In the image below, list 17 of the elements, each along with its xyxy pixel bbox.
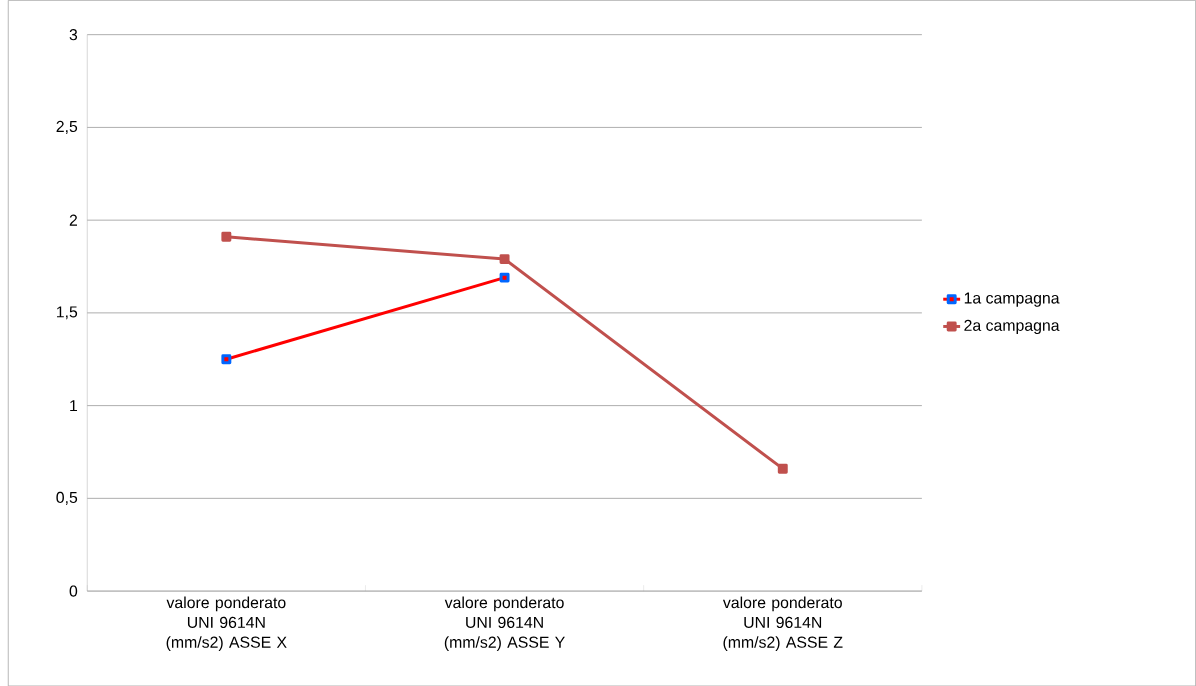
x-tick-label: valore ponderato UNI 9614N (mm/s2) ASSE X bbox=[166, 596, 287, 651]
legend-label: 1a campagna bbox=[964, 292, 1060, 307]
point bbox=[221, 354, 232, 365]
x-tick-label: valore ponderato UNI 9614N (mm/s2) ASSE Z bbox=[722, 596, 843, 651]
y-tick-label: 0 bbox=[69, 585, 78, 597]
x-tick-label: valore ponderato UNI 9614N (mm/s2) ASSE Y bbox=[444, 596, 565, 651]
point bbox=[499, 253, 510, 264]
legend-label: 2a campagna bbox=[964, 319, 1060, 334]
point bbox=[777, 463, 788, 474]
y-tick-label: 1 bbox=[70, 399, 78, 411]
y-tick-label: 1,5 bbox=[56, 306, 78, 320]
y-tick-label: 2 bbox=[69, 214, 77, 226]
y-tick-label: 0,5 bbox=[56, 491, 78, 505]
point bbox=[221, 231, 232, 242]
y-tick-label: 3 bbox=[69, 28, 78, 41]
point bbox=[499, 272, 510, 283]
y-tick-label: 2,5 bbox=[56, 120, 78, 134]
